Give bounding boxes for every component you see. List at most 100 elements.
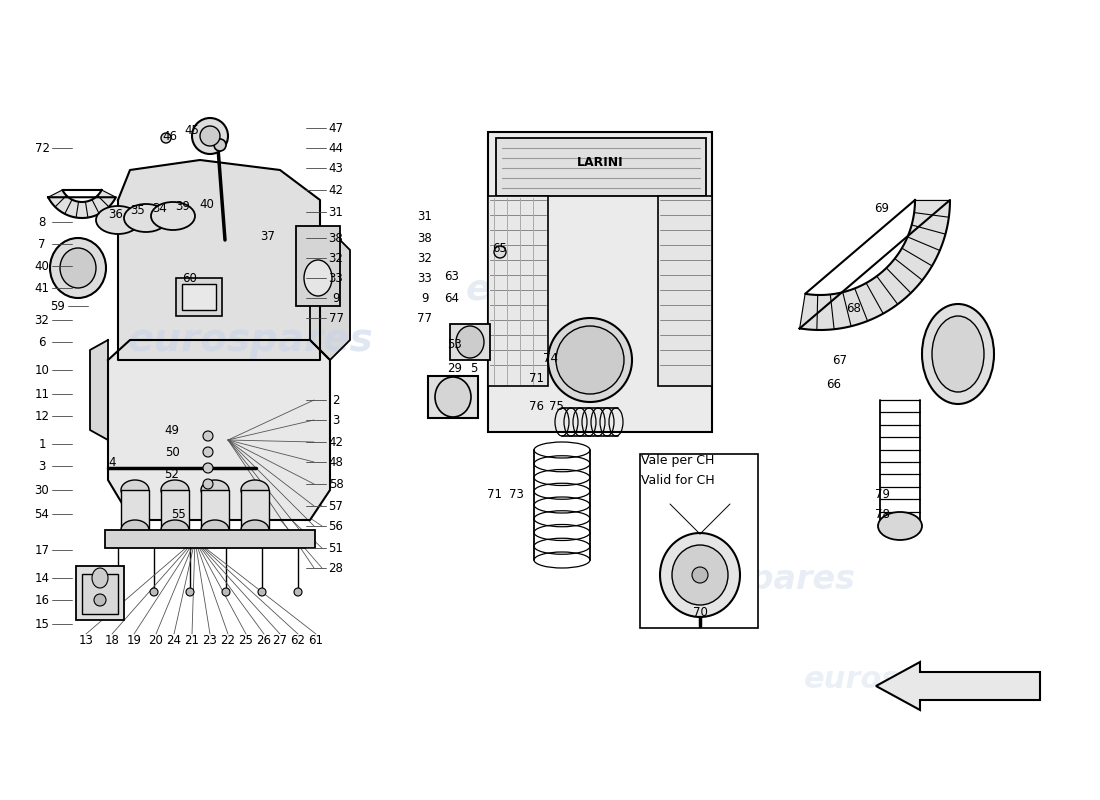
Text: 38: 38 xyxy=(418,231,432,245)
Text: 22: 22 xyxy=(220,634,235,646)
Text: eurospares: eurospares xyxy=(465,273,694,307)
Ellipse shape xyxy=(94,594,106,606)
Ellipse shape xyxy=(434,377,471,417)
Ellipse shape xyxy=(548,318,632,402)
Bar xyxy=(76,566,124,620)
Text: 58: 58 xyxy=(329,478,343,490)
Text: 74: 74 xyxy=(542,351,558,365)
Text: 5: 5 xyxy=(471,362,477,374)
Text: LARINI: LARINI xyxy=(576,155,624,169)
Circle shape xyxy=(204,431,213,441)
Text: 1: 1 xyxy=(39,438,46,450)
Polygon shape xyxy=(48,190,116,218)
Polygon shape xyxy=(800,200,950,330)
Ellipse shape xyxy=(60,248,96,288)
Text: 71: 71 xyxy=(486,487,502,501)
Text: 35: 35 xyxy=(131,203,145,217)
Bar xyxy=(428,376,478,418)
Text: 75: 75 xyxy=(549,399,563,413)
Ellipse shape xyxy=(692,567,708,583)
Bar xyxy=(496,138,706,196)
Circle shape xyxy=(204,463,213,473)
Text: 77: 77 xyxy=(418,311,432,325)
Text: 63: 63 xyxy=(444,270,460,282)
Text: 52: 52 xyxy=(165,467,179,481)
Text: 69: 69 xyxy=(874,202,890,214)
Text: 42: 42 xyxy=(329,183,343,197)
Circle shape xyxy=(186,588,194,596)
Ellipse shape xyxy=(660,533,740,617)
Text: 55: 55 xyxy=(170,507,186,521)
Ellipse shape xyxy=(161,480,189,500)
Text: 46: 46 xyxy=(163,130,177,142)
Ellipse shape xyxy=(192,118,228,154)
Text: 54: 54 xyxy=(34,507,50,521)
Bar xyxy=(104,530,315,548)
Text: 71: 71 xyxy=(528,371,543,385)
Text: 9: 9 xyxy=(332,291,340,305)
Text: 11: 11 xyxy=(34,387,50,401)
Ellipse shape xyxy=(672,545,728,605)
Ellipse shape xyxy=(121,520,148,540)
Text: 66: 66 xyxy=(826,378,842,390)
Text: 26: 26 xyxy=(256,634,272,646)
Text: 76: 76 xyxy=(528,399,543,413)
Text: eurospares: eurospares xyxy=(804,666,997,694)
Text: 43: 43 xyxy=(329,162,343,174)
Text: 42: 42 xyxy=(329,435,343,449)
Text: 49: 49 xyxy=(165,423,179,437)
Text: 15: 15 xyxy=(34,618,50,630)
Ellipse shape xyxy=(241,480,270,500)
Text: 72: 72 xyxy=(34,142,50,154)
Ellipse shape xyxy=(161,520,189,540)
Text: 68: 68 xyxy=(847,302,861,314)
Polygon shape xyxy=(108,340,330,520)
Bar xyxy=(82,574,118,614)
Text: 4: 4 xyxy=(108,455,115,469)
Text: 13: 13 xyxy=(78,634,94,646)
Text: 24: 24 xyxy=(166,634,182,646)
Bar xyxy=(488,132,712,432)
Ellipse shape xyxy=(201,480,229,500)
Circle shape xyxy=(258,588,266,596)
Text: 3: 3 xyxy=(39,459,46,473)
Text: 6: 6 xyxy=(39,335,46,349)
Text: 44: 44 xyxy=(329,142,343,154)
Circle shape xyxy=(222,588,230,596)
Text: 64: 64 xyxy=(444,291,460,305)
Ellipse shape xyxy=(932,316,984,392)
Text: 39: 39 xyxy=(176,199,190,213)
Bar xyxy=(450,324,490,360)
Text: 32: 32 xyxy=(34,314,50,326)
Text: 70: 70 xyxy=(693,606,707,618)
Bar xyxy=(658,196,712,386)
Text: 17: 17 xyxy=(34,543,50,557)
FancyArrow shape xyxy=(876,662,1040,710)
Text: 23: 23 xyxy=(202,634,218,646)
Text: 31: 31 xyxy=(329,206,343,218)
Text: 34: 34 xyxy=(153,202,167,214)
Text: 3: 3 xyxy=(332,414,340,426)
Text: 41: 41 xyxy=(34,282,50,294)
Text: 33: 33 xyxy=(418,271,432,285)
Ellipse shape xyxy=(556,326,624,394)
Text: 28: 28 xyxy=(329,562,343,574)
Ellipse shape xyxy=(304,260,332,296)
Circle shape xyxy=(114,588,122,596)
Text: 48: 48 xyxy=(329,455,343,469)
Text: 29: 29 xyxy=(448,362,462,374)
Text: 62: 62 xyxy=(290,634,306,646)
Text: 60: 60 xyxy=(183,271,197,285)
Text: 47: 47 xyxy=(329,122,343,134)
Text: 37: 37 xyxy=(261,230,275,242)
Text: 32: 32 xyxy=(329,251,343,265)
Text: 32: 32 xyxy=(418,251,432,265)
Text: 40: 40 xyxy=(34,259,50,273)
Text: eurospares: eurospares xyxy=(128,321,373,359)
Text: 57: 57 xyxy=(329,499,343,513)
Text: 73: 73 xyxy=(508,487,524,501)
Circle shape xyxy=(494,246,506,258)
Text: 36: 36 xyxy=(109,207,123,221)
Ellipse shape xyxy=(878,512,922,540)
Text: 12: 12 xyxy=(34,410,50,422)
